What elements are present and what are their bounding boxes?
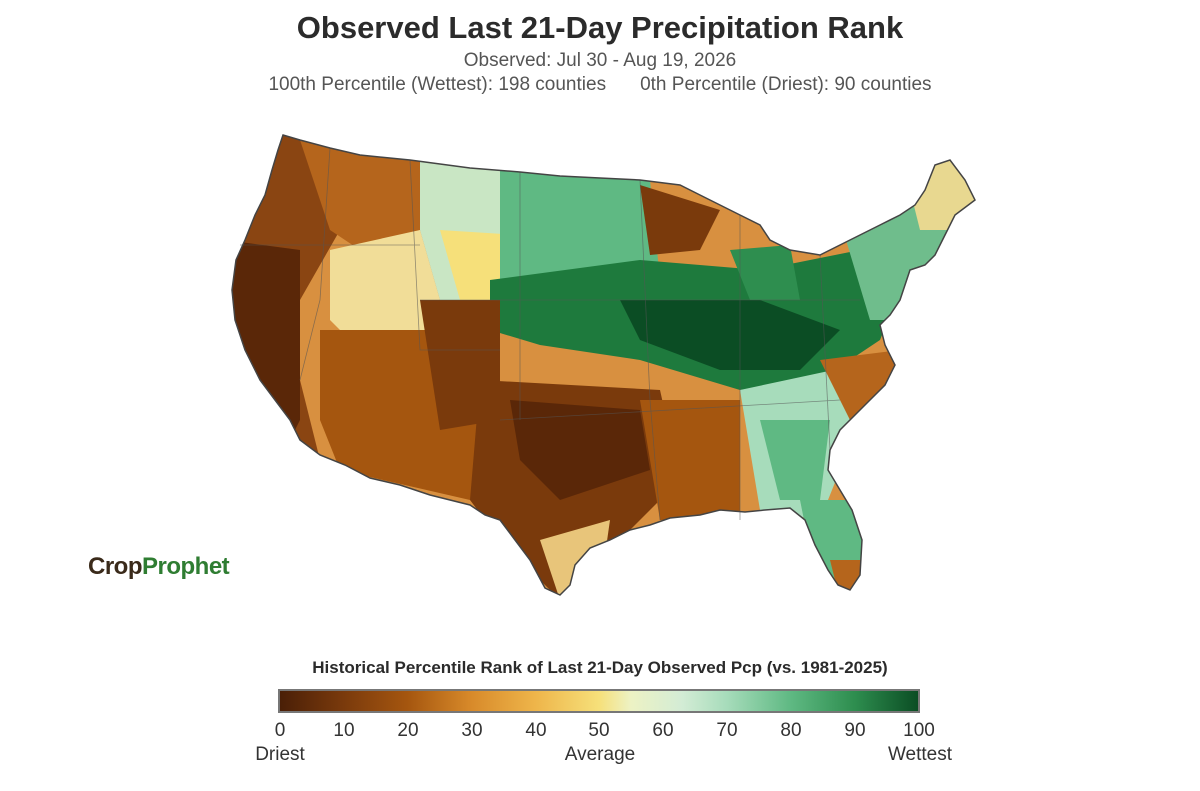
legend-tick: 50: [588, 720, 610, 741]
legend-tick: 30: [461, 720, 483, 741]
legend-color-bar: [278, 689, 920, 713]
us-outline: [231, 134, 976, 596]
legend-title: Historical Percentile Rank of Last 21-Da…: [312, 658, 888, 677]
legend-tick: 70: [716, 720, 738, 741]
legend-tick: 40: [525, 720, 547, 741]
driest-count: 0th Percentile (Driest): 90 counties: [640, 74, 932, 95]
map-fill-regions: [232, 135, 975, 595]
legend-tick: 90: [844, 720, 866, 741]
legend-driest-label: Driest: [255, 744, 305, 765]
legend-tick: 100: [903, 720, 935, 741]
us-precipitation-map: [231, 134, 976, 596]
legend-tick: 20: [397, 720, 419, 741]
county-counts: 100th Percentile (Wettest): 198 counties…: [0, 74, 1200, 96]
map-title: Observed Last 21-Day Precipitation Rank: [296, 10, 904, 45]
observed-date-range: Observed: Jul 30 - Aug 19, 2026: [463, 50, 737, 71]
legend-tick: 80: [780, 720, 802, 741]
legend-tick: 0: [274, 720, 286, 741]
cropprophet-logo: CropProphet: [88, 553, 230, 580]
legend-average-label: Average: [564, 744, 636, 765]
legend-tick: 10: [333, 720, 355, 741]
legend-wettest-label: Wettest: [887, 744, 953, 765]
wettest-count: 100th Percentile (Wettest): 198 counties: [268, 74, 607, 95]
state-borders: [240, 147, 860, 521]
legend-tick: 60: [652, 720, 674, 741]
